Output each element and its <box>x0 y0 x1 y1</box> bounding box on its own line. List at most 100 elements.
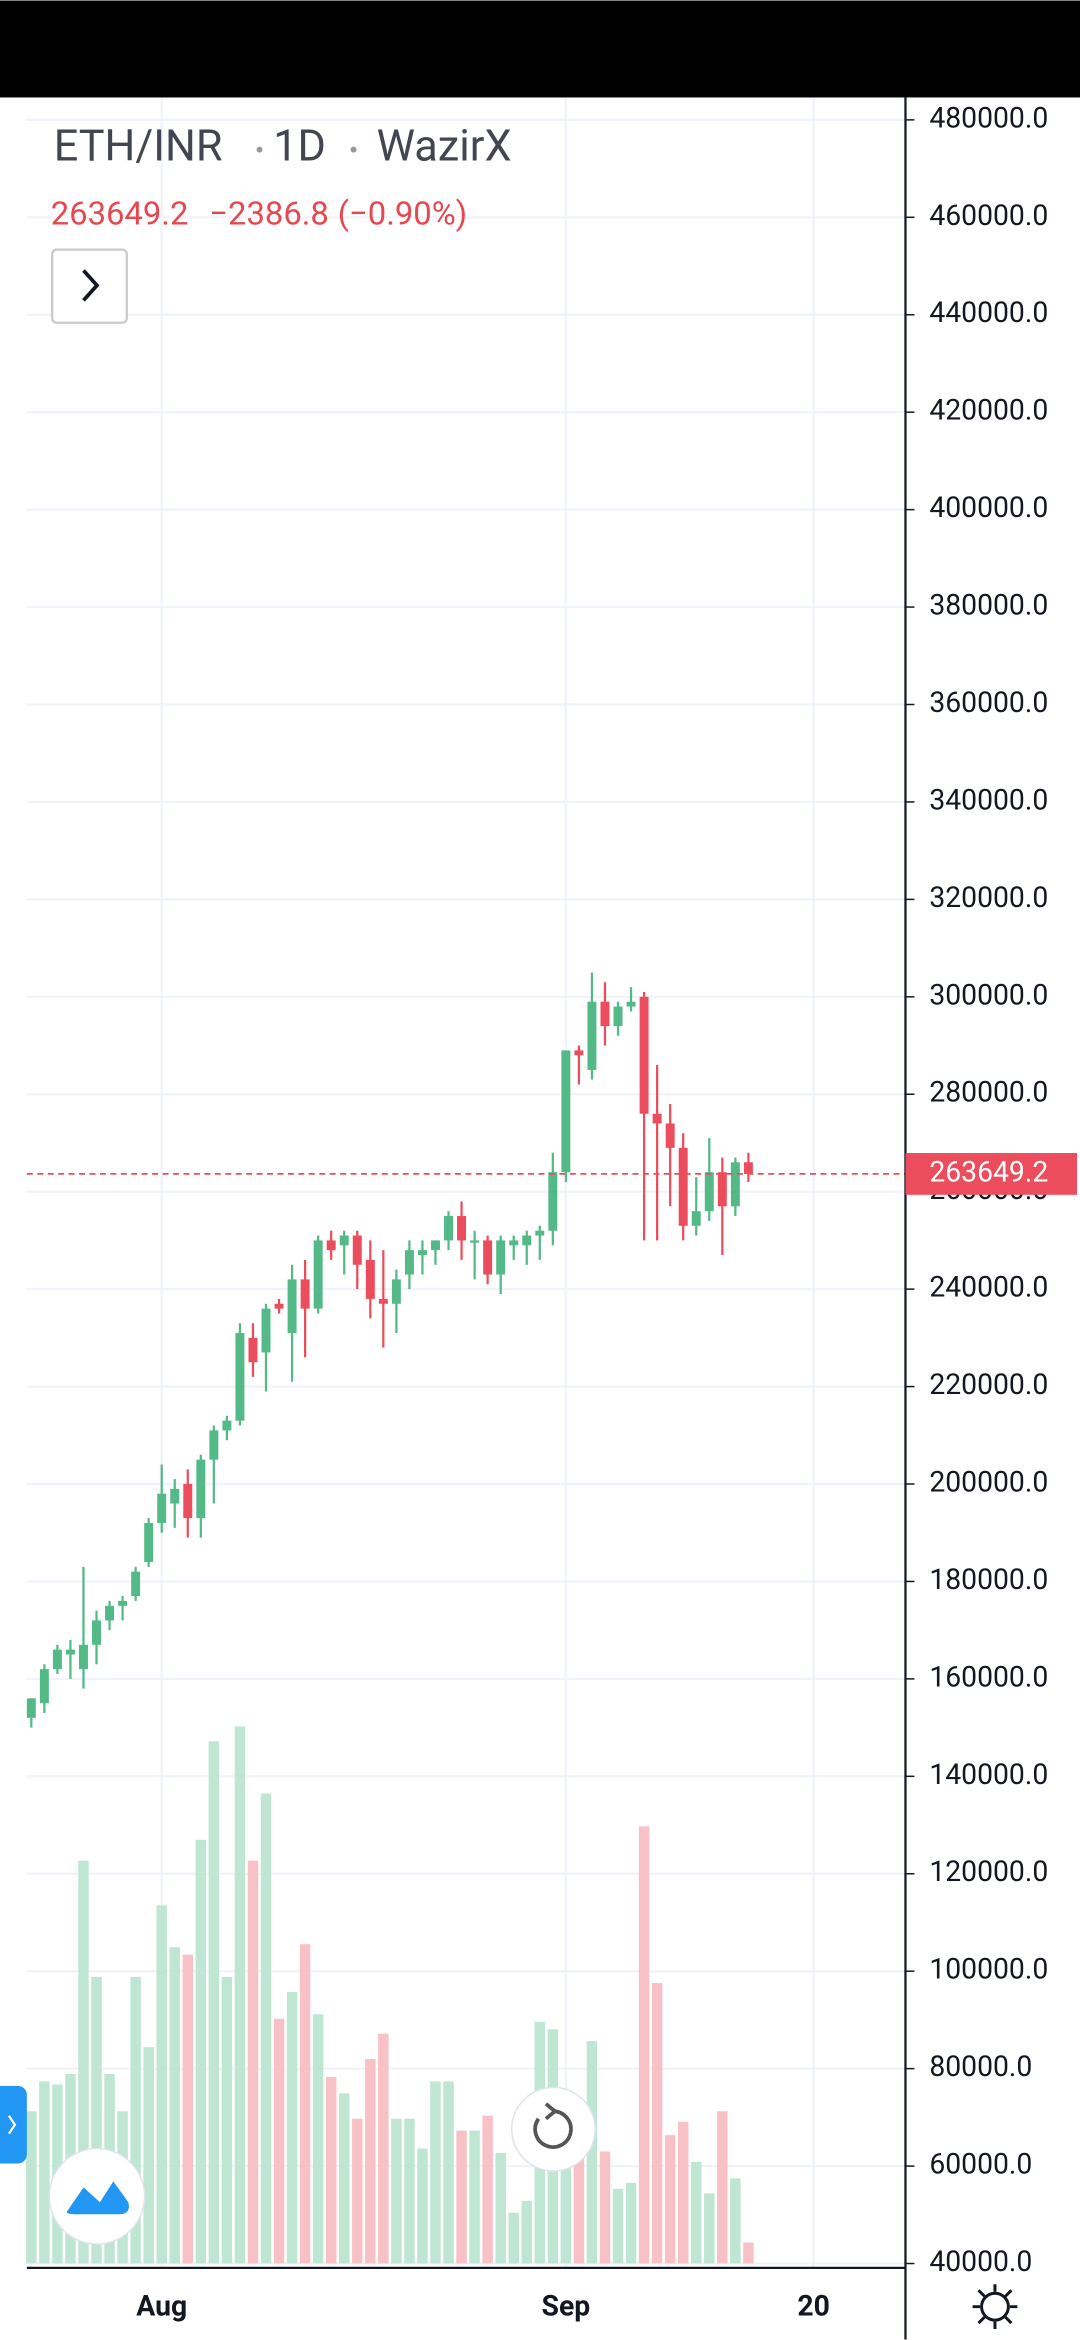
y-tick-label: 220000.0 <box>929 1368 1048 1401</box>
volume-bar <box>352 2118 363 2264</box>
volume-bar <box>378 2033 389 2264</box>
volume-bar <box>638 1826 650 2264</box>
volume-bar <box>365 2059 376 2264</box>
candle-body <box>457 1216 467 1241</box>
volume-bar <box>234 1726 246 2264</box>
volume-bar <box>391 2118 402 2264</box>
volume-bar <box>573 2111 585 2264</box>
candle-body <box>470 1240 480 1243</box>
candle-body <box>248 1337 258 1363</box>
y-tick-label: 400000.0 <box>929 491 1048 524</box>
volume-bar <box>286 1991 298 2264</box>
candle-body <box>326 1240 336 1251</box>
candle-body <box>574 1050 584 1056</box>
volume-bar <box>91 1977 102 2264</box>
volume-bar <box>208 1741 220 2264</box>
volume-bar <box>182 1954 193 2264</box>
candle-body <box>26 1698 36 1718</box>
volume-bar <box>430 2081 441 2264</box>
candle-body <box>300 1279 310 1309</box>
reset-button[interactable] <box>510 2086 596 2172</box>
candle-body <box>196 1459 206 1519</box>
expand-button[interactable] <box>51 248 128 324</box>
volume-bar <box>78 1860 89 2264</box>
y-tick-label: 340000.0 <box>929 783 1048 816</box>
y-tick-label: 120000.0 <box>929 1855 1048 1888</box>
separator <box>256 146 263 153</box>
volume-bar <box>169 1947 180 2264</box>
volume-bar <box>704 2193 715 2264</box>
candle-body <box>92 1620 101 1645</box>
candle-body <box>144 1522 154 1562</box>
symbol: ETH/INR <box>54 121 223 172</box>
volume-bar <box>469 2130 480 2264</box>
interval: 1D <box>273 121 326 172</box>
volume-bar <box>26 2111 37 2264</box>
candle-body <box>535 1230 545 1236</box>
volume-bar <box>39 2081 50 2264</box>
candle-body <box>522 1235 532 1246</box>
status-bar <box>0 0 1080 98</box>
volume-bar <box>130 1977 141 2264</box>
volume-bar <box>599 2151 611 2264</box>
candle-body <box>600 1001 610 1027</box>
y-tick-label: 100000.0 <box>929 1953 1048 1986</box>
candle-body <box>65 1649 75 1655</box>
settings-button[interactable] <box>972 2284 1018 2330</box>
volume-bar <box>664 2135 676 2264</box>
y-tick-label: 60000.0 <box>929 2148 1032 2181</box>
volume-bar <box>691 2161 702 2264</box>
candle-body <box>287 1279 297 1333</box>
volume-bar <box>717 2111 728 2264</box>
volume-bar <box>677 2121 689 2264</box>
candle-body <box>170 1488 180 1504</box>
candle-body <box>131 1571 141 1597</box>
grid <box>26 97 906 2268</box>
y-tick-label: 40000.0 <box>929 2245 1032 2278</box>
volume-bar <box>482 2115 493 2264</box>
candle-body <box>352 1235 362 1265</box>
candle-body <box>444 1216 454 1241</box>
volume-bar <box>221 1977 233 2264</box>
candle-body <box>183 1484 193 1519</box>
candle-body <box>743 1162 753 1174</box>
y-tick-label: 320000.0 <box>929 881 1048 914</box>
candle-body <box>417 1250 427 1256</box>
candle-body <box>261 1308 271 1353</box>
candle-body <box>118 1600 128 1606</box>
volume-bar <box>273 2018 285 2264</box>
y-tick-label: 200000.0 <box>929 1465 1048 1498</box>
candle-body <box>235 1332 245 1421</box>
candle-body <box>209 1430 219 1460</box>
y-tick-label: 180000.0 <box>929 1563 1048 1596</box>
y-tick-label: 240000.0 <box>929 1271 1048 1304</box>
logo-button[interactable] <box>48 2147 146 2245</box>
x-tick-label: Sep <box>542 2290 591 2323</box>
last-price-tag <box>905 1153 1078 1195</box>
candle-body <box>613 1006 623 1027</box>
candle-body <box>105 1605 115 1621</box>
candle-body <box>496 1240 506 1275</box>
candle-body <box>587 1001 597 1070</box>
candle-body <box>404 1250 414 1275</box>
exchange: WazirX <box>377 121 512 172</box>
volume-bar <box>743 2242 754 2264</box>
candle-body <box>509 1240 519 1246</box>
y-tick-label: 460000.0 <box>929 199 1048 232</box>
candle-body <box>665 1123 675 1148</box>
y-tick-label: 140000.0 <box>929 1758 1048 1791</box>
y-tick-label: 440000.0 <box>929 296 1048 329</box>
volume-bar <box>586 2041 598 2264</box>
candle-body <box>678 1147 688 1226</box>
volume-bar <box>443 2081 454 2264</box>
change: −2386.8 <box>209 195 329 233</box>
volume-bar <box>730 2178 741 2264</box>
side-tab[interactable] <box>0 2085 27 2164</box>
y-tick-label: 360000.0 <box>929 686 1048 719</box>
candle-body <box>313 1240 323 1309</box>
separator <box>350 146 357 153</box>
candle-body <box>274 1303 284 1309</box>
x-tick-label: Aug <box>136 2290 187 2323</box>
x-tick-label: 20 <box>797 2290 830 2323</box>
volume-bar <box>299 1944 311 2264</box>
